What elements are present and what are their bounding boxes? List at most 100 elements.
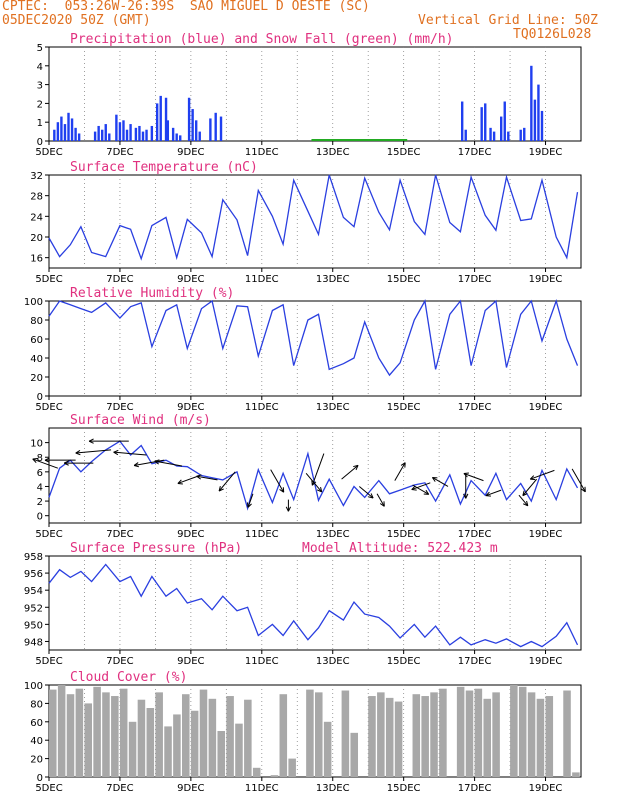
- cloud-bar: [66, 694, 75, 777]
- wind-vector-head: [154, 460, 159, 465]
- cloud-bar: [182, 694, 190, 777]
- cloud-bar: [190, 710, 199, 777]
- wind-vector-head: [218, 486, 221, 492]
- y-tick-label: 24: [30, 212, 43, 223]
- wind-vector-head: [580, 488, 586, 493]
- cloud-bar: [385, 697, 394, 777]
- y-tick-label: 80: [30, 316, 43, 327]
- y-tick-label: 0: [37, 137, 43, 148]
- wind-vector: [571, 468, 586, 493]
- cloud-bar: [492, 692, 500, 777]
- wind-vector-head: [246, 502, 249, 508]
- x-tick-label: 19DEC: [529, 656, 563, 667]
- x-tick-label: 13DEC: [316, 656, 350, 667]
- wind-vector: [305, 472, 323, 493]
- x-tick-label: 17DEC: [458, 529, 492, 540]
- cloud-bar: [439, 688, 447, 777]
- x-tick-label: 9DEC: [177, 529, 204, 540]
- wind-vector-head: [463, 473, 468, 478]
- wind-vector-head: [353, 464, 359, 468]
- cloud-bar: [323, 721, 332, 777]
- x-tick-label: 5DEC: [35, 656, 62, 667]
- cloud-bar: [368, 696, 376, 777]
- wind-vector-head: [425, 489, 430, 495]
- y-tick-label: 80: [30, 699, 43, 710]
- wind-vector: [394, 462, 406, 481]
- precip-bar: [500, 116, 503, 141]
- x-tick-label: 5DEC: [35, 529, 62, 540]
- header-vertical-grid-note: Vertical Grid Line: 50Z: [418, 13, 599, 28]
- y-tick-label: 8: [37, 453, 43, 464]
- cloud-bar: [57, 685, 66, 777]
- precip-bar: [63, 124, 67, 141]
- y-tick-label: 100: [24, 681, 43, 692]
- cloud-bar: [217, 731, 226, 777]
- panel-title: Relative Humidity (%): [70, 286, 234, 301]
- x-tick-label: 15DEC: [387, 656, 421, 667]
- cloud-bar: [279, 694, 288, 777]
- wind-vector-head: [485, 495, 491, 497]
- cloud-bar: [394, 701, 403, 777]
- cloud-bar: [119, 688, 128, 777]
- wind-vector-head: [196, 474, 202, 477]
- wind-vector-head: [485, 491, 490, 497]
- x-tick-label: 11DEC: [245, 656, 279, 667]
- y-tick-label: 28: [30, 192, 43, 203]
- cloud-bar: [412, 694, 421, 777]
- cloud-bar: [430, 692, 438, 777]
- precip-bar: [533, 99, 537, 141]
- cloud-bar: [483, 698, 492, 777]
- wind-vector: [134, 459, 165, 466]
- wind-vector: [113, 451, 147, 456]
- cloud-bar: [75, 688, 84, 777]
- panel-3: 0 20 40 60 80 100 5DEC 7DEC 9DEC 11DEC 13DEC 15DEC 1…: [24, 286, 582, 413]
- x-tick-label: 11DEC: [245, 529, 279, 540]
- wind-vector: [75, 449, 112, 454]
- wind-vector: [485, 489, 502, 497]
- y-tick-label: 20: [30, 373, 43, 384]
- precip-bar: [191, 109, 194, 141]
- precip-bar: [519, 129, 522, 141]
- x-tick-label: 15DEC: [387, 402, 421, 413]
- precip-bar: [460, 101, 464, 141]
- y-tick-label: 0: [37, 512, 43, 523]
- precip-bar: [159, 95, 162, 141]
- series-line: [48, 174, 579, 261]
- wind-vector: [177, 475, 200, 484]
- wind-vector-head: [463, 493, 467, 499]
- y-tick-label: 32: [30, 171, 43, 182]
- wind-vector-head: [400, 462, 406, 466]
- cloud-bar: [341, 690, 350, 777]
- x-tick-label: 17DEC: [458, 402, 492, 413]
- wind-vector: [218, 471, 236, 492]
- cloud-bar: [137, 699, 146, 777]
- y-tick-label: 3: [37, 81, 43, 92]
- wind-vector-head: [279, 488, 284, 493]
- cloud-bar: [208, 698, 217, 777]
- series-line: [48, 440, 579, 511]
- header-code: TQ0126L028: [513, 27, 592, 42]
- precip-bar: [179, 135, 182, 141]
- panel-frame: [48, 300, 582, 397]
- cloud-bar: [49, 689, 57, 777]
- y-tick-label: 2: [37, 99, 43, 110]
- precip-bar: [138, 125, 141, 141]
- precip-bar: [56, 122, 60, 141]
- panel-title: Surface Pressure (hPa): [70, 541, 242, 556]
- wind-vector: [311, 453, 325, 486]
- cloud-bar: [510, 685, 518, 777]
- wind-vector-head: [88, 438, 94, 442]
- cloud-bar: [377, 692, 385, 777]
- precip-bar: [115, 114, 118, 141]
- wind-vector-head: [113, 451, 119, 456]
- wind-vector: [32, 458, 59, 469]
- wind-vector-head: [431, 477, 436, 482]
- wind-vector-head: [247, 503, 252, 508]
- cloud-bar: [93, 686, 101, 777]
- wind-vector-head: [88, 440, 94, 444]
- cloud-bar: [306, 689, 314, 777]
- precip-bar: [101, 129, 104, 141]
- x-tick-label: 9DEC: [177, 402, 204, 413]
- precip-bar: [141, 131, 145, 141]
